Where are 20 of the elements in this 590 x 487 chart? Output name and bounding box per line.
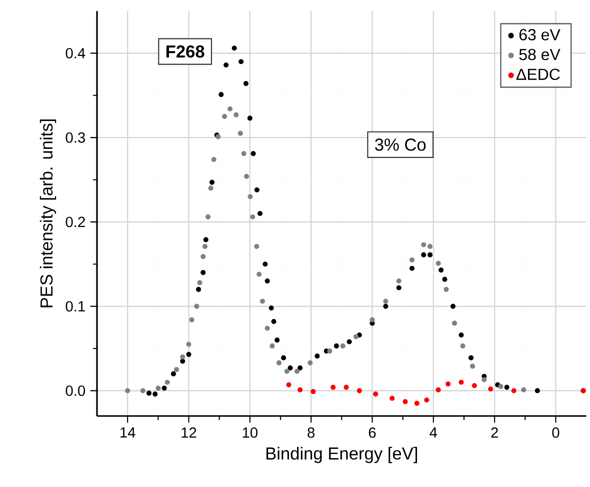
y-tick-label: 0.0 (66, 386, 86, 396)
legend-label: 63 eV (519, 29, 560, 40)
x-tick-label: 10 (242, 427, 258, 438)
x-tick-label: 12 (182, 427, 196, 438)
legend-label: ΔEDC (516, 68, 560, 80)
x-axis-title: Binding Energy [eV] (266, 446, 417, 464)
x-tick-label: 2 (491, 427, 498, 438)
y-tick-label: 0.1 (66, 301, 85, 312)
x-tick-label: 8 (308, 427, 315, 438)
annotation: F268 (166, 45, 204, 58)
y-axis-title: PES intensity [arb. units] (40, 120, 56, 308)
y-tick-label: 0.3 (66, 132, 85, 143)
legend-label: 58 eV (519, 48, 560, 60)
annotation: 3% Co (375, 138, 426, 151)
x-tick-label: 6 (368, 427, 376, 438)
y-tick-label: 0.4 (66, 48, 86, 58)
x-tick-label: 0 (552, 427, 560, 438)
x-tick-label: 4 (430, 427, 438, 438)
x-tick-label: 14 (120, 427, 136, 438)
y-tick-label: 0.2 (66, 216, 85, 228)
